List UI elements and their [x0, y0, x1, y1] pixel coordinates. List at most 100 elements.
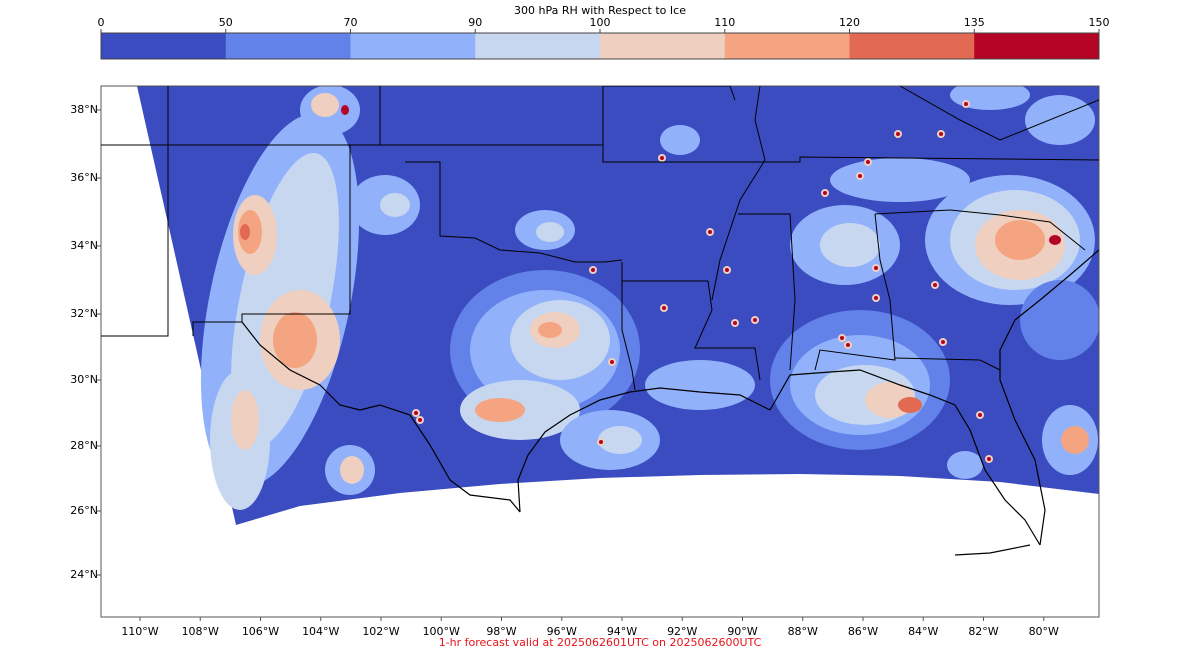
latitude-label: 38°N: [70, 103, 98, 116]
rh-cell-peak: [939, 132, 943, 136]
rh-cell-peak: [753, 318, 757, 322]
latitude-label: 30°N: [70, 373, 98, 386]
longitude-label: 96°W: [546, 625, 577, 638]
rh-area-gulf-coast-tx-core: [475, 398, 525, 422]
colorbar-tick-label: 120: [839, 16, 860, 29]
colorbar-tick-label: 90: [468, 16, 483, 29]
colorbar-segment: [600, 33, 726, 59]
colorbar: [100, 29, 1100, 60]
texas-coast: [517, 387, 771, 513]
latitude-label: 28°N: [70, 439, 98, 452]
rh-area-north-tx-core: [536, 222, 564, 242]
rh-cell-peak: [874, 296, 878, 300]
border-ok-ar: [602, 86, 738, 163]
colorbar-segment: [225, 33, 351, 59]
rh-cell-peak: [733, 321, 737, 325]
colorbar-title: 300 hPa RH with Respect to Ice: [514, 4, 686, 17]
rh-cell-peak: [610, 360, 614, 364]
axis-ticks: [97, 109, 1045, 621]
rh-area-ne-kentucky: [1025, 95, 1095, 145]
colorbar-segment: [350, 33, 476, 59]
rh-cell-peak: [896, 132, 900, 136]
rh-area-atlantic-sw-core: [1061, 426, 1089, 454]
longitude-label: 104°W: [302, 625, 340, 638]
longitude-label: 106°W: [241, 625, 280, 638]
rh-cell-peak: [418, 418, 422, 422]
rh-cell-peak: [708, 230, 712, 234]
rh-area-nm-south-core: [273, 312, 317, 368]
border-az-nm: [101, 86, 169, 337]
border-fl-ga: [894, 357, 1001, 371]
rh-cell-peak: [660, 156, 664, 160]
longitude-label: 82°W: [968, 625, 999, 638]
rh-cell-peak: [823, 191, 827, 195]
rh-cell-peak: [964, 102, 968, 106]
border-tx-panhandle: [405, 161, 623, 263]
longitude-label: 86°W: [847, 625, 879, 638]
latitude-label: 26°N: [70, 504, 98, 517]
rh-cell-peak: [725, 268, 729, 272]
florida-keys: [954, 544, 1031, 556]
rh-area-carolinas-high: [995, 220, 1045, 260]
border-ky-va: [899, 86, 1099, 141]
rh-area-gulf-offshore-core: [598, 426, 642, 454]
colorbar-tick-label: 0: [97, 16, 105, 29]
rh-cell-peak: [874, 266, 878, 270]
latitude-label: 34°N: [70, 239, 98, 252]
border-ms-al: [738, 213, 796, 371]
border-tn: [738, 156, 1099, 163]
rh-area-arkansas: [660, 125, 700, 155]
rh-cell-peak: [846, 343, 850, 347]
longitude-label: 84°W: [908, 625, 939, 638]
border-mississippi-river: [711, 86, 766, 301]
border-mo: [603, 86, 736, 101]
rh-cell-peak: [414, 411, 418, 415]
rh-cell-peak: [941, 340, 945, 344]
colorbar-segment: [101, 33, 227, 59]
border-ga-sc: [874, 209, 1086, 251]
rh-area-ohio-valley: [950, 86, 1030, 110]
rh-area-louisiana-gulf: [645, 360, 755, 410]
us-mexico-border: [241, 321, 521, 513]
colorbar-tick-label: 110: [714, 16, 736, 29]
border-al-ga: [814, 213, 896, 371]
rh-cell-peak: [933, 283, 937, 287]
longitude-label: 94°W: [606, 625, 638, 638]
rh-area-colorado-core: [311, 93, 339, 117]
rh-area-tennessee: [830, 158, 970, 202]
rh-area-ga-peak: [898, 397, 922, 413]
colorbar-tick-label: 70: [343, 16, 358, 29]
longitude-label: 102°W: [362, 625, 400, 638]
colorbar-tick-label: 150: [1088, 16, 1110, 29]
rh-cell-peak: [978, 413, 982, 417]
rh-area-central-tx-peak: [538, 322, 562, 338]
rh-cell-peak: [866, 160, 870, 164]
colorbar-tick-label: 100: [589, 16, 611, 29]
rh-cell-peak: [987, 457, 991, 461]
longitude-label: 98°W: [486, 625, 517, 638]
rh-cell-peak: [599, 440, 603, 444]
colorbar-tick-label: 135: [963, 16, 985, 29]
rh-area-florida-sw: [947, 451, 983, 479]
coastlines: [241, 249, 1099, 556]
colorbar-tick-label: 50: [218, 16, 233, 29]
colorbar-segment: [724, 33, 850, 59]
longitude-label: 108°W: [181, 625, 219, 638]
forecast-valid-caption: 1-hr forecast valid at 2025062601UTC on …: [438, 636, 762, 649]
state-borders: [101, 86, 1099, 391]
border-tx-la: [621, 281, 636, 391]
rh-area-panhandle-core: [380, 193, 410, 217]
humidity-field: [200, 86, 1099, 510]
rh-cell-peak: [591, 268, 595, 272]
rh-area-colorado-peak: [341, 105, 349, 115]
rh-area-carolinas-peak: [1049, 235, 1061, 245]
plot-frame: [100, 85, 1100, 618]
latitude-label: 36°N: [70, 171, 98, 184]
longitude-label: 110°W: [121, 625, 159, 638]
colorbar-segment: [974, 33, 1100, 59]
latitude-label: 32°N: [70, 307, 98, 320]
florida-east-coast: [999, 249, 1099, 546]
rh-area-mexico-edge-core: [231, 390, 259, 450]
